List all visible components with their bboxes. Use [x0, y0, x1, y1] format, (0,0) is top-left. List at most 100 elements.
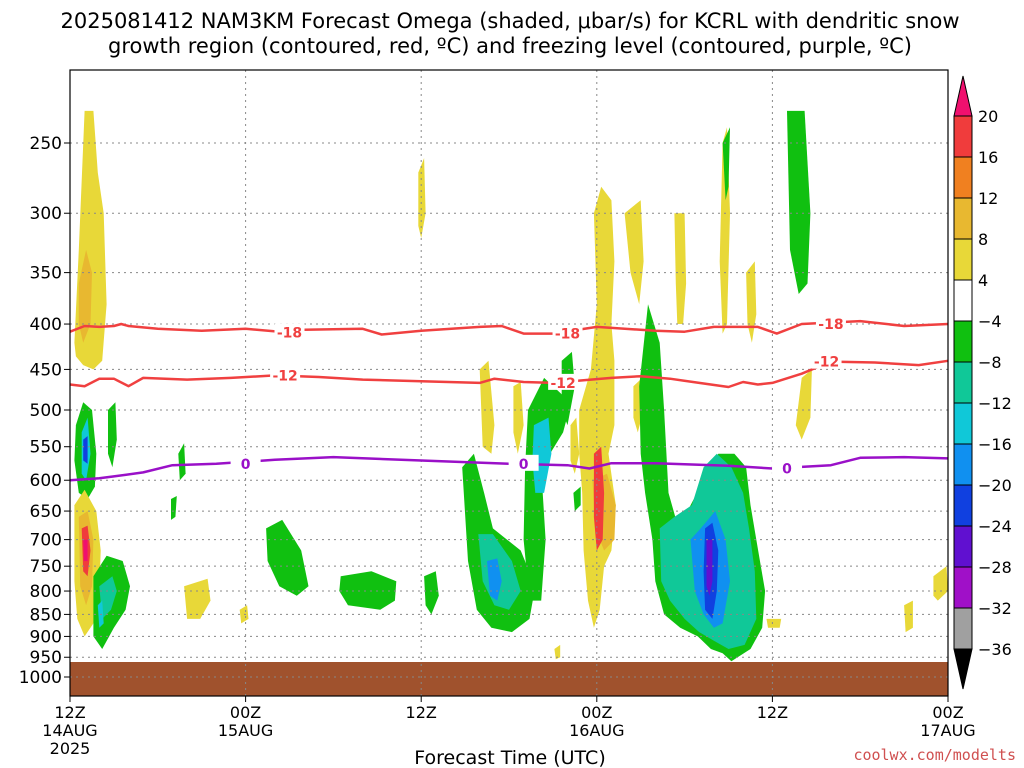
x-tick-label-3-0: 00Z — [581, 703, 612, 722]
colorbar-box-5 — [953, 279, 973, 322]
omega-region-24 — [479, 360, 495, 454]
colorbar-box-8 — [953, 402, 973, 445]
y-tick-label-350: 350 — [30, 264, 62, 284]
dgz_minus12-label-bg-1 — [548, 373, 579, 390]
colorbar: 20 16 12 8 4 −4 −8 −12 −16 −20 −24 −28 −32 −36 — [953, 75, 1012, 690]
freezing-label-0: 0 — [241, 457, 251, 473]
colorbar-box-9 — [953, 443, 973, 486]
x-tick-label-0-2: 2025 — [50, 739, 91, 758]
y-tick-label-750: 750 — [30, 557, 62, 577]
dgz_minus18-contour — [69, 319, 949, 336]
plot-frame — [69, 69, 949, 697]
omega-region-10 — [99, 576, 117, 619]
omega-region-1 — [78, 249, 92, 343]
y-tick-label-550: 550 — [30, 438, 62, 458]
colorbar-label-3: 8 — [978, 230, 988, 249]
x-axis-title: Forecast Time (UTC) — [414, 747, 605, 768]
freezing-label-2: 0 — [782, 461, 792, 477]
y-tick-label-900: 900 — [30, 627, 62, 647]
colorbar-label-2: 12 — [978, 189, 998, 208]
contour-layer: -18 -18 -18 -12 -12 -12 0 0 0 — [69, 315, 949, 482]
x-tick-label-4-0: 12Z — [757, 703, 788, 722]
x-tick-label-5-1: 17AUG — [920, 721, 975, 740]
colorbar-box-4 — [953, 238, 973, 281]
colorbar-box-11 — [953, 525, 973, 568]
colorbar-box-7 — [953, 361, 973, 404]
omega-region-50 — [933, 566, 948, 601]
dgz_minus12-contour — [69, 359, 949, 389]
colorbar-label-11: −28 — [978, 558, 1012, 577]
colorbar-label-4: 4 — [978, 271, 988, 290]
ground-below-surface — [70, 662, 948, 696]
freezing-label-bg-1 — [508, 454, 539, 471]
colorbar-label-13: −36 — [978, 640, 1012, 659]
omega-region-26 — [523, 377, 569, 601]
x-tick-label-1-1: 15AUG — [218, 721, 273, 740]
y-tick-label-250: 250 — [30, 134, 62, 154]
omega-region-13 — [178, 443, 186, 481]
colorbar-bottom-arrow — [953, 648, 973, 690]
omega-region-46 — [766, 618, 782, 628]
dgz_minus18-label-bg-1 — [552, 324, 583, 341]
omega-region-25 — [513, 382, 524, 454]
omega-region-48 — [795, 369, 812, 440]
omega-region-15 — [184, 578, 211, 619]
dgz_minus12-label-1: -12 — [550, 376, 575, 392]
colorbar-label-7: −12 — [978, 394, 1012, 413]
omega-region-47 — [787, 110, 811, 295]
x-tick-label-1-0: 00Z — [230, 703, 261, 722]
omega-region-27 — [532, 417, 552, 493]
colorbar-label-5: −4 — [978, 312, 1002, 331]
y-tick-label-950: 950 — [30, 648, 62, 668]
omega-region-12 — [108, 402, 117, 468]
x-tick-label-2-0: 12Z — [406, 703, 437, 722]
omega-region-23 — [487, 558, 502, 601]
colorbar-label-8: −16 — [978, 435, 1012, 454]
colorbar-box-13 — [953, 607, 973, 650]
omega-region-49 — [904, 600, 913, 633]
chart-title-line1: 2025081412 NAM3KM Forecast Omega (shaded… — [61, 9, 960, 33]
omega-shading-layer — [74, 110, 948, 662]
dgz_minus18-label-0: -18 — [277, 326, 302, 342]
freezing-label-bg-2 — [772, 459, 803, 476]
y-tick-label-500: 500 — [30, 401, 62, 421]
dgz_minus18-label-bg-2 — [815, 315, 846, 332]
omega-region-14 — [171, 496, 177, 520]
dgz_minus12-label-0: -12 — [272, 368, 297, 384]
x-tick-label-3-1: 16AUG — [569, 721, 624, 740]
colorbar-label-12: −32 — [978, 599, 1012, 618]
y-tick-label-300: 300 — [30, 204, 62, 224]
x-tick-label-0-0: 12Z — [54, 703, 85, 722]
omega-region-4 — [83, 436, 88, 464]
dgz_minus12-label-2: -12 — [814, 355, 839, 371]
y-tick-label-700: 700 — [30, 531, 62, 551]
omega-region-17 — [266, 519, 309, 596]
freezing-label-bg-0 — [230, 454, 261, 471]
colorbar-box-3 — [953, 197, 973, 240]
colorbar-box-6 — [953, 320, 973, 363]
colorbar-label-9: −20 — [978, 476, 1012, 495]
dgz_minus18-label-1: -18 — [555, 327, 580, 343]
omega-region-45 — [746, 261, 757, 343]
chart-title-line2: growth region (contoured, red, ºC) and f… — [108, 34, 912, 58]
x-tick-label-5-0: 00Z — [932, 703, 963, 722]
x-tick-label-0-1: 14AUG — [42, 721, 97, 740]
omega-region-44 — [722, 127, 730, 201]
omega-region-19 — [418, 158, 426, 239]
omega-region-8 — [83, 539, 88, 561]
grid-layer — [70, 70, 948, 696]
colorbar-label-6: −8 — [978, 353, 1002, 372]
y-tick-label-600: 600 — [30, 471, 62, 491]
dgz_minus18-label-bg-0 — [274, 323, 305, 340]
omega-region-42 — [674, 213, 687, 324]
colorbar-top-arrow — [953, 75, 973, 117]
y-tick-label-800: 800 — [30, 582, 62, 602]
y-tick-label-650: 650 — [30, 502, 62, 522]
omega-region-18 — [339, 571, 397, 610]
omega-region-41 — [706, 539, 713, 596]
colorbar-box-1 — [953, 115, 973, 158]
dgz_minus18-label-2: -18 — [818, 317, 843, 333]
colorbar-label-0: 20 — [978, 107, 998, 126]
